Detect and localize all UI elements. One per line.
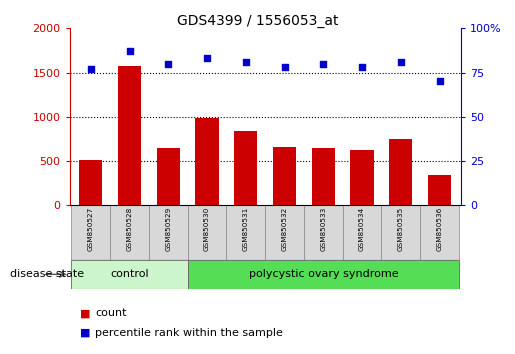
Text: ■: ■	[80, 308, 90, 318]
Text: GSM850535: GSM850535	[398, 207, 404, 251]
Text: ■: ■	[80, 328, 90, 338]
Bar	[420, 205, 459, 260]
Bar	[265, 205, 304, 260]
Text: GSM850536: GSM850536	[437, 207, 442, 251]
Bar	[188, 260, 459, 289]
Bar	[342, 205, 382, 260]
Bar	[188, 205, 227, 260]
Point	[87, 66, 95, 72]
Bar	[72, 205, 110, 260]
Point	[397, 59, 405, 65]
Bar	[382, 205, 420, 260]
Bar	[304, 205, 342, 260]
Point	[164, 61, 173, 67]
Point	[358, 64, 366, 70]
Point	[203, 56, 211, 61]
Text: GSM850530: GSM850530	[204, 207, 210, 251]
Text: percentile rank within the sample: percentile rank within the sample	[95, 328, 283, 338]
Point	[242, 59, 250, 65]
Text: control: control	[110, 269, 149, 279]
Text: GSM850527: GSM850527	[88, 207, 94, 251]
Text: GSM850528: GSM850528	[127, 207, 132, 251]
Bar	[72, 260, 188, 289]
Bar	[234, 131, 258, 205]
Text: GSM850533: GSM850533	[320, 207, 327, 251]
Bar	[149, 205, 188, 260]
Point	[436, 79, 444, 84]
Text: GSM850531: GSM850531	[243, 207, 249, 251]
Bar	[351, 150, 374, 205]
Text: GDS4399 / 1556053_at: GDS4399 / 1556053_at	[177, 14, 338, 28]
Bar	[428, 175, 451, 205]
Bar	[312, 148, 335, 205]
Text: GSM850534: GSM850534	[359, 207, 365, 251]
Point	[126, 48, 134, 54]
Bar	[273, 147, 296, 205]
Bar	[389, 139, 413, 205]
Bar	[110, 205, 149, 260]
Text: disease state: disease state	[10, 269, 84, 279]
Text: GSM850529: GSM850529	[165, 207, 171, 251]
Text: polycystic ovary syndrome: polycystic ovary syndrome	[249, 269, 398, 279]
Point	[281, 64, 289, 70]
Text: count: count	[95, 308, 127, 318]
Bar	[196, 118, 219, 205]
Bar	[157, 148, 180, 205]
Bar	[118, 67, 141, 205]
Point	[319, 61, 328, 67]
Bar	[79, 160, 102, 205]
Bar	[227, 205, 265, 260]
Text: GSM850532: GSM850532	[282, 207, 287, 251]
